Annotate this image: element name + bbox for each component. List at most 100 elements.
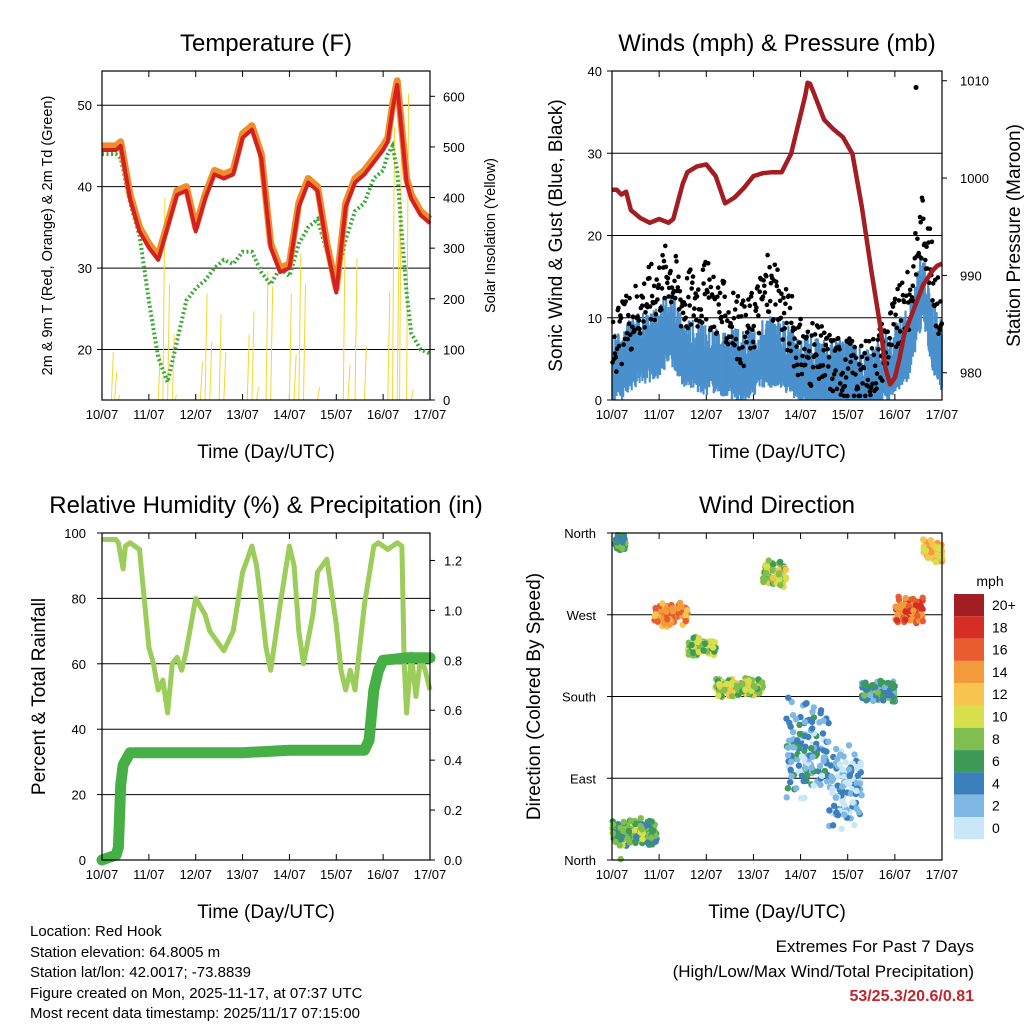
gust-dot — [647, 275, 652, 281]
gust-dot — [859, 354, 865, 360]
gust-dot — [734, 299, 739, 304]
direction-dot — [669, 605, 676, 612]
gust-dot — [857, 362, 862, 367]
direction-dot — [765, 557, 772, 564]
gust-dot — [649, 293, 655, 299]
gust-dot — [880, 378, 885, 383]
direction-dot — [841, 801, 848, 808]
direction-dot — [644, 839, 651, 846]
direction-dot — [825, 738, 832, 745]
gust-dot — [874, 371, 880, 377]
gust-dot — [647, 304, 653, 309]
gust-dot — [748, 346, 753, 351]
gust-dot — [764, 273, 769, 279]
direction-dot — [769, 566, 776, 574]
gust-dot — [934, 301, 940, 307]
direction-dot — [664, 616, 671, 623]
gust-dot — [845, 393, 850, 399]
direction-dot — [851, 751, 858, 758]
solar-spike — [265, 270, 269, 401]
direction-dot — [919, 618, 926, 625]
gust-dot — [868, 392, 873, 398]
direction-dot — [775, 571, 783, 578]
gust-dot — [891, 322, 896, 327]
gust-dot — [830, 376, 835, 382]
x-tick-label: 10/07 — [86, 867, 119, 882]
gust-dot — [688, 322, 694, 327]
gust-dot — [705, 261, 711, 266]
solar-spike — [392, 126, 396, 401]
legend-label: 0 — [992, 820, 1000, 836]
y2-tick-label: 500 — [443, 140, 465, 155]
direction-dot — [727, 687, 734, 694]
gust-dot — [637, 326, 642, 332]
gust-dot — [669, 285, 675, 290]
direction-dot — [861, 692, 868, 699]
gust-dot — [765, 252, 770, 258]
gust-dot — [685, 325, 690, 331]
gust-dot — [668, 299, 674, 305]
gust-dot — [641, 319, 646, 324]
gust-dot — [744, 339, 749, 345]
gust-dot — [806, 348, 812, 354]
y2-tick-label: 0.8 — [444, 653, 462, 668]
direction-dot — [920, 536, 927, 543]
direction-dot — [862, 682, 870, 689]
gust-dot — [907, 287, 913, 293]
pressure-line — [612, 80, 943, 387]
gust-dot — [798, 316, 803, 322]
extremes-subtitle: (High/Low/Max Wind/Total Precipitation) — [672, 962, 974, 981]
direction-dot — [877, 677, 884, 685]
gust-dot — [840, 370, 846, 376]
y-tick-label: 20 — [78, 343, 92, 358]
direction-dot — [810, 782, 817, 789]
x-tick-label: 13/07 — [226, 867, 259, 882]
gust-dot — [738, 360, 743, 366]
gust-dot — [820, 363, 826, 368]
direction-dot — [902, 608, 909, 615]
gust-dot — [740, 344, 745, 350]
gust-dot — [643, 310, 648, 315]
direction-dot — [808, 745, 815, 752]
gust-dot — [616, 305, 621, 311]
plot-border — [611, 70, 943, 401]
direction-dot — [652, 604, 659, 612]
gust-dot — [911, 264, 916, 269]
direction-dot — [829, 776, 837, 783]
gust-dot — [665, 276, 671, 281]
y2-tick-label: 0.2 — [444, 803, 462, 818]
gust-dot — [867, 389, 873, 394]
gust-dot — [688, 267, 693, 273]
gust-dot — [849, 338, 855, 344]
gust-dot — [672, 295, 678, 301]
direction-dot — [795, 762, 803, 769]
legend-swatch — [954, 772, 984, 795]
x-axis-label: Time (Day/UTC) — [197, 442, 335, 463]
gust-dot — [699, 320, 705, 325]
direction-dot — [761, 576, 768, 584]
direction-dot — [615, 534, 622, 541]
direction-dot — [627, 817, 635, 825]
gust-dot — [920, 198, 925, 203]
gust-dot — [655, 297, 660, 302]
gust-dot — [639, 303, 645, 309]
direction-dot — [745, 677, 752, 684]
y2-tick-label: 0.6 — [444, 703, 462, 718]
solar-spike — [223, 351, 227, 401]
x-tick-label: 11/07 — [643, 407, 675, 422]
gust-dot — [757, 289, 762, 295]
gust-dot — [802, 362, 808, 368]
direction-dot — [624, 835, 631, 842]
y-tick-label: 80 — [72, 591, 86, 606]
info-created: Figure created on Mon, 2025-11-17, at 07… — [30, 984, 363, 1002]
gust-dot — [859, 343, 864, 349]
direction-dot — [619, 545, 626, 552]
direction-dot — [801, 794, 808, 801]
gust-dot — [768, 280, 774, 286]
gust-dot — [695, 324, 700, 329]
legend-swatch — [954, 817, 984, 840]
y2-tick-label: 1.0 — [444, 603, 462, 618]
gust-dot — [868, 385, 874, 390]
gust-dot — [822, 330, 827, 336]
